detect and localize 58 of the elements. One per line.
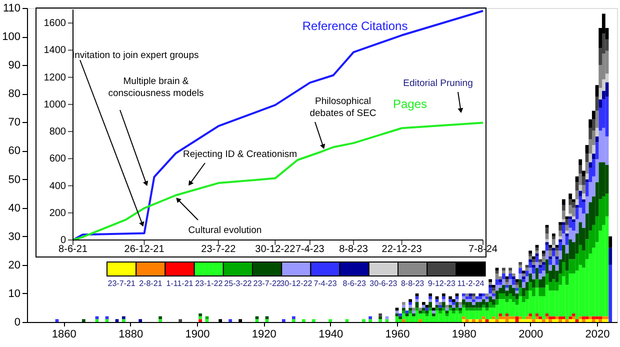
x-tick-label: 22-12-23	[382, 244, 422, 255]
x-tick-label: 7-4-23	[295, 244, 325, 255]
x-tick-label: 2020	[585, 328, 610, 340]
x-tick-label: 30-12-22	[255, 244, 296, 255]
y-tick-label: 90	[8, 60, 20, 72]
series-label: Pages	[392, 97, 428, 111]
y-tick-label: 30	[8, 230, 20, 243]
y-tick-label: 80	[8, 88, 20, 100]
x-tick-label: 23-7-22	[201, 244, 236, 255]
legend-label: 7-4-23	[314, 279, 338, 288]
legend-label: 30-12-22	[280, 279, 313, 288]
annotation: Philosophical debates of SEC	[310, 96, 376, 119]
legend-label: 25-3-22	[224, 279, 252, 288]
x-tick-label: 1860	[52, 328, 76, 340]
annotation: Multiple brain & consciousness models	[108, 76, 204, 99]
series-label: Reference Citations	[302, 19, 408, 33]
y-tick-label: 1200	[44, 72, 66, 84]
x-tick-label: 1960	[385, 328, 410, 340]
y-tick-label: 10	[8, 288, 20, 300]
y-tick-label: 50	[8, 174, 20, 186]
x-tick-label: 8-8-23	[339, 244, 368, 255]
annotation: Invitation to join expert groups	[72, 50, 199, 61]
y-tick-label: 1400	[44, 45, 66, 56]
x-tick-label: 1940	[318, 328, 344, 340]
annotation: Rejecting ID & Creationism	[182, 149, 298, 160]
annotation: Cultural evolution	[188, 225, 262, 236]
x-tick-label: 2000	[518, 328, 544, 340]
x-tick-label: 1920	[252, 328, 276, 340]
legend-label: 23-1-22	[195, 279, 224, 288]
y-tick-label: 0	[14, 316, 20, 328]
legend-label: 8-8-23	[400, 279, 425, 288]
legend-label: 8-6-23	[342, 279, 366, 288]
y-tick-label: 60	[8, 145, 20, 158]
x-tick-label: 8-6-21	[58, 244, 88, 255]
y-tick-label: 110	[2, 2, 20, 14]
y-tick-label: 1000	[44, 99, 66, 110]
y-tick-label: 20	[8, 259, 20, 272]
legend-label: 30-6-23	[370, 279, 398, 288]
y-tick-label: 40	[8, 202, 20, 214]
y-tick-label: 600	[49, 154, 66, 165]
y-tick-label: 1600	[44, 18, 66, 30]
x-tick-label: 1900	[185, 328, 210, 340]
legend-label: 9-12-23	[428, 279, 456, 288]
x-tick-label: 1980	[452, 328, 476, 340]
legend-label: 23-7-21	[108, 279, 136, 288]
y-tick-label: 70	[8, 116, 20, 129]
legend-label: 23-7-22	[253, 279, 282, 288]
legend-label: 1-11-21	[166, 279, 194, 288]
y-tick-label: 0	[60, 235, 66, 246]
annotation: Editorial Pruning	[403, 78, 473, 89]
legend-label: 2-8-21	[139, 279, 163, 288]
y-tick-label: 400	[49, 180, 66, 192]
x-tick-label: 1880	[118, 328, 144, 340]
legend-label: 11-2-24	[457, 279, 485, 288]
y-tick-label: 200	[49, 208, 66, 219]
y-tick-label: 800	[49, 126, 66, 138]
y-tick-label: 100	[2, 31, 20, 44]
x-tick-label: 26-12-21	[124, 244, 165, 255]
